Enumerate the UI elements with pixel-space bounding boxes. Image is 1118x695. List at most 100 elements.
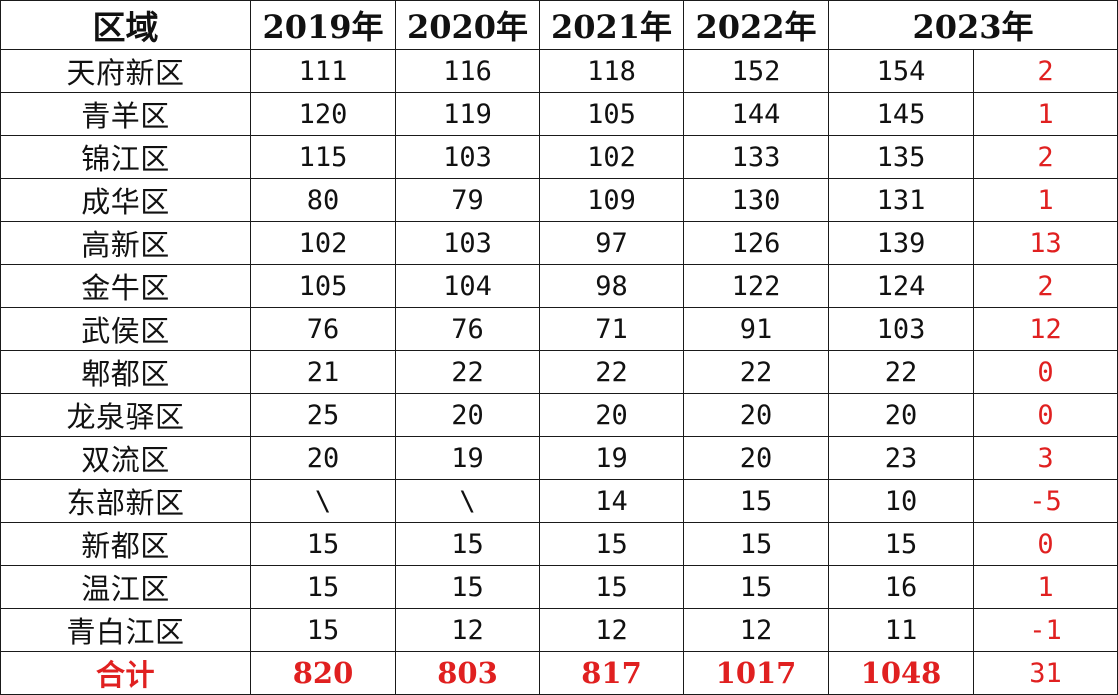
cell-region: 龙泉驿区 (0, 393, 251, 437)
cell-y2019: 102 (250, 221, 396, 265)
cell-y2022: 15 (683, 565, 829, 609)
cell-y2020: 76 (395, 307, 540, 351)
cell-y2022: 152 (683, 49, 829, 93)
cell-diff: -5 (972, 479, 1118, 523)
cell-y2023: 23 (828, 436, 974, 480)
cell-y2023: 11 (828, 608, 974, 652)
cell-y2021: 12 (539, 608, 684, 652)
cell-y2022: 15 (683, 479, 829, 523)
table-row: 金牛区 105 104 98 122 124 2 (0, 264, 1118, 308)
cell-y2021: 22 (539, 350, 684, 394)
cell-y2022: 15 (683, 522, 829, 566)
cell-y2023: 10 (828, 479, 974, 523)
cell-y2021: 98 (539, 264, 684, 308)
table-row: 天府新区 111 116 118 152 154 2 (0, 49, 1118, 93)
cell-y2021: 15 (539, 565, 684, 609)
cell-region: 天府新区 (0, 49, 251, 93)
cell-y2023: 16 (828, 565, 974, 609)
cell-y2019: 105 (250, 264, 396, 308)
cell-region: 温江区 (0, 565, 251, 609)
cell-diff: 1 (972, 565, 1118, 609)
cell-y2020: 20 (395, 393, 540, 437)
cell-y2023: 15 (828, 522, 974, 566)
cell-diff: 31 (972, 651, 1118, 695)
cell-y2023: 1048 (828, 651, 974, 695)
cell-region: 金牛区 (0, 264, 251, 308)
cell-y2020: 119 (395, 92, 540, 136)
cell-y2023: 124 (828, 264, 974, 308)
table-row: 东部新区 \ \ 14 15 10 -5 (0, 479, 1118, 523)
cell-diff: 12 (972, 307, 1118, 351)
cell-y2019: 15 (250, 608, 396, 652)
cell-region: 合计 (0, 651, 251, 695)
cell-y2021: 71 (539, 307, 684, 351)
cell-region: 锦江区 (0, 135, 251, 179)
cell-y2021: 19 (539, 436, 684, 480)
cell-y2022: 133 (683, 135, 829, 179)
cell-y2021: 20 (539, 393, 684, 437)
cell-y2022: 144 (683, 92, 829, 136)
table-row: 郫都区 21 22 22 22 22 0 (0, 350, 1118, 394)
table-row: 成华区 80 79 109 130 131 1 (0, 178, 1118, 222)
cell-diff: 0 (972, 393, 1118, 437)
table-row: 锦江区 115 103 102 133 135 2 (0, 135, 1118, 179)
cell-y2019: 15 (250, 522, 396, 566)
cell-y2021: 97 (539, 221, 684, 265)
cell-diff: 3 (972, 436, 1118, 480)
cell-y2022: 130 (683, 178, 829, 222)
cell-diff: 2 (972, 264, 1118, 308)
cell-y2020: 116 (395, 49, 540, 93)
table-row: 青白江区 15 12 12 12 11 -1 (0, 608, 1118, 652)
cell-y2019: 25 (250, 393, 396, 437)
cell-y2021: 109 (539, 178, 684, 222)
cell-y2019: 111 (250, 49, 396, 93)
cell-y2020: 104 (395, 264, 540, 308)
cell-region: 青羊区 (0, 92, 251, 136)
total-row: 合计 820 803 817 1017 1048 31 (0, 651, 1118, 695)
cell-diff: 13 (972, 221, 1118, 265)
cell-y2022: 1017 (683, 651, 829, 695)
cell-y2022: 91 (683, 307, 829, 351)
cell-y2020: 79 (395, 178, 540, 222)
cell-y2021: 102 (539, 135, 684, 179)
cell-y2019: 80 (250, 178, 396, 222)
header-row: 区域 2019年 2020年 2021年 2022年 2023年 (0, 0, 1118, 50)
cell-diff: -1 (972, 608, 1118, 652)
cell-y2023: 103 (828, 307, 974, 351)
cell-y2021: 14 (539, 479, 684, 523)
cell-y2022: 126 (683, 221, 829, 265)
cell-y2020: 803 (395, 651, 540, 695)
header-2022: 2022年 (683, 0, 829, 50)
cell-y2022: 20 (683, 393, 829, 437)
table-header: 区域 2019年 2020年 2021年 2022年 2023年 (0, 0, 1118, 50)
table-body: 天府新区 111 116 118 152 154 2 青羊区 120 119 105 144 145 1 锦… (0, 49, 1118, 695)
cell-diff: 1 (972, 92, 1118, 136)
header-region: 区域 (0, 0, 251, 50)
cell-y2023: 22 (828, 350, 974, 394)
cell-y2020: 15 (395, 565, 540, 609)
cell-y2022: 22 (683, 350, 829, 394)
cell-y2019: 15 (250, 565, 396, 609)
cell-y2022: 12 (683, 608, 829, 652)
cell-y2023: 139 (828, 221, 974, 265)
cell-y2020: 103 (395, 135, 540, 179)
cell-y2019: \ (250, 479, 396, 523)
cell-region: 郫都区 (0, 350, 251, 394)
table-row: 双流区 20 19 19 20 23 3 (0, 436, 1118, 480)
cell-y2020: 22 (395, 350, 540, 394)
table-row: 青羊区 120 119 105 144 145 1 (0, 92, 1118, 136)
header-2020: 2020年 (395, 0, 540, 50)
cell-region: 新都区 (0, 522, 251, 566)
table-row: 高新区 102 103 97 126 139 13 (0, 221, 1118, 265)
cell-y2019: 115 (250, 135, 396, 179)
cell-y2023: 20 (828, 393, 974, 437)
cell-diff: 0 (972, 350, 1118, 394)
table-row: 龙泉驿区 25 20 20 20 20 0 (0, 393, 1118, 437)
cell-region: 武侯区 (0, 307, 251, 351)
cell-y2020: \ (395, 479, 540, 523)
cell-region: 东部新区 (0, 479, 251, 523)
cell-y2019: 76 (250, 307, 396, 351)
cell-y2020: 19 (395, 436, 540, 480)
cell-diff: 2 (972, 49, 1118, 93)
